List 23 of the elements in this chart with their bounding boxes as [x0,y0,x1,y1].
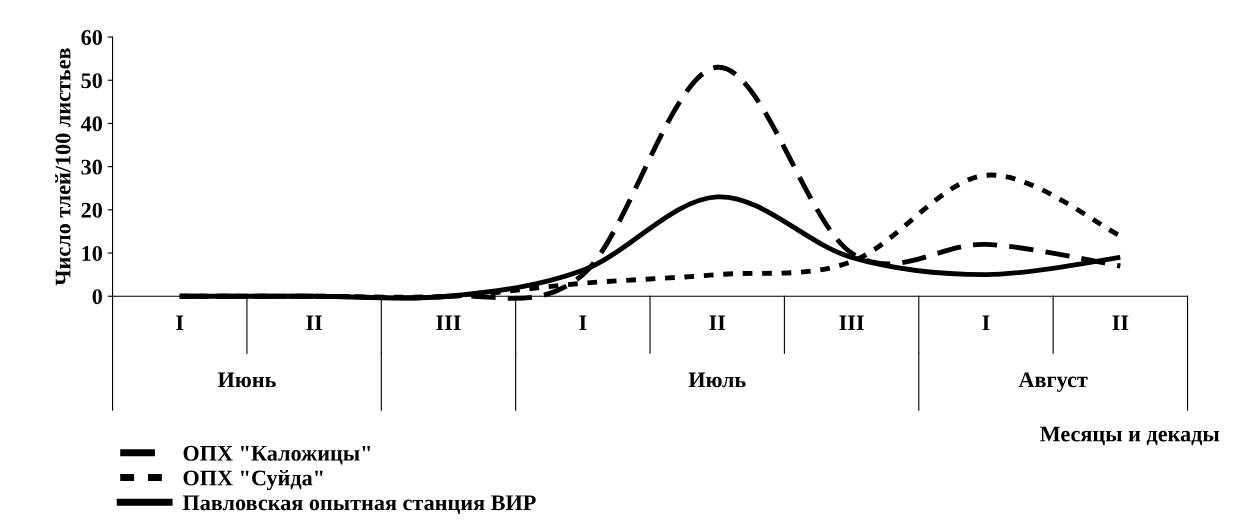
y-tick-label: 30 [81,159,102,175]
y-tick-label: 0 [92,289,102,305]
legend-label: ОПХ "Суйда" [183,469,323,491]
y-tick-label: 60 [81,29,102,45]
y-tick-label: 20 [81,202,102,218]
legend-label: Павловская опытная станция ВИР [182,495,536,514]
x-tick-label: I [579,315,587,331]
x-axis-title: Месяцы и декады [1040,426,1220,446]
y-axis-title: Число тлей/100 листьев [55,48,71,286]
x-tick-label: III [436,315,461,331]
x-tick-label: III [839,315,864,331]
y-tick-label: 40 [80,116,102,132]
y-tick-label: 50 [81,73,102,89]
x-tick-label: II [709,315,726,331]
x-tick-label: I [176,315,184,331]
text: Июль [688,372,746,388]
x-tick-label: II [1112,315,1129,331]
y-tick-label: 10 [82,245,102,261]
legend-label: ОПХ "Каложицы" [183,445,371,465]
x-tick-label: I [982,315,990,331]
text: Август [1018,372,1088,392]
text: Июнь [217,372,276,388]
x-tick-label: II [306,315,323,331]
